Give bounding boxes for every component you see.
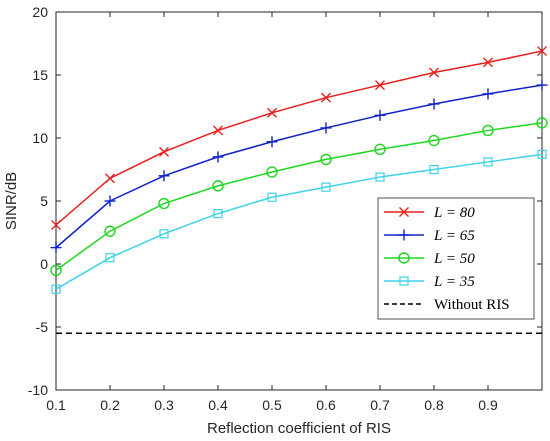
- y-tick-label: -5: [36, 319, 49, 335]
- series-layer: [50, 46, 548, 294]
- x-tick-label: 0.8: [424, 397, 444, 413]
- legend-swatch-marker: [399, 207, 409, 217]
- y-tick-label: 0: [40, 256, 48, 272]
- data-point-65: [374, 109, 386, 121]
- data-point-80: [375, 80, 385, 91]
- data-point-80-b: [537, 46, 547, 57]
- y-axis-label: SINR/dB: [3, 172, 20, 230]
- legend-swatch-marker: [398, 229, 410, 241]
- data-point-80-b: [483, 57, 493, 68]
- legend-label: L = 35: [433, 274, 475, 290]
- data-point-80-b: [321, 92, 331, 103]
- y-tick-label: 10: [32, 130, 48, 146]
- data-point-80: [537, 46, 547, 57]
- data-point-80: [105, 173, 115, 184]
- data-point-65: [320, 122, 332, 134]
- data-point-35: [105, 253, 115, 263]
- legend-swatch-marker: [398, 252, 410, 264]
- y-tick-label: 20: [32, 4, 48, 20]
- data-point-50: [320, 153, 332, 166]
- data-point-50: [104, 225, 116, 237]
- x-tick-label: 0.1: [46, 397, 66, 413]
- legend-swatch-marker-b: [399, 207, 409, 217]
- data-point-50: [428, 134, 440, 147]
- data-point-80-b: [213, 125, 223, 136]
- data-point-50: [50, 264, 62, 276]
- data-point-80-b: [375, 80, 385, 91]
- data-point-65: [104, 195, 116, 207]
- x-tick-label: 0.9: [478, 397, 498, 413]
- data-point-80-b: [51, 219, 61, 230]
- data-point-65: [536, 79, 548, 91]
- legend-label: L = 50: [433, 251, 475, 267]
- series-line-65: [55, 84, 543, 249]
- data-point-80: [483, 57, 493, 68]
- data-point-80-b: [105, 173, 115, 184]
- legend-label-baseline: Without RIS: [434, 297, 510, 313]
- data-point-50: [266, 166, 278, 178]
- data-point-35: [51, 284, 61, 294]
- y-tick-label: 5: [40, 193, 48, 209]
- series-line-50: [55, 122, 543, 271]
- legend-label: L = 80: [433, 205, 475, 221]
- x-tick-label: 0.4: [208, 397, 228, 413]
- x-tick-label: 0.2: [100, 397, 120, 413]
- legend-label: L = 65: [433, 228, 475, 244]
- x-tick-label: 0.6: [316, 397, 336, 413]
- x-tick-label: 0.3: [154, 397, 174, 413]
- data-point-35: [267, 192, 277, 202]
- data-point-65: [266, 136, 278, 148]
- data-point-50: [482, 124, 494, 137]
- data-point-65: [158, 170, 170, 182]
- data-point-80: [51, 219, 61, 230]
- data-point-35: [321, 182, 331, 192]
- y-tick-label: 15: [32, 67, 48, 83]
- data-point-50: [212, 180, 224, 192]
- data-point-80: [429, 67, 439, 78]
- y-tick-label: -10: [28, 382, 48, 398]
- data-point-80: [213, 125, 223, 136]
- data-point-65: [50, 242, 62, 254]
- legend: L = 80 L = 65 L = 50 L = 35 Without RIS: [377, 197, 535, 320]
- data-point-50: [536, 117, 548, 129]
- series-line-80: [55, 50, 543, 226]
- data-point-35: [429, 164, 439, 175]
- data-point-65: [428, 98, 440, 110]
- data-point-80: [267, 107, 277, 118]
- data-point-50: [374, 143, 386, 156]
- axis-ticks: 0.1 0.2 0.3 0.4 0.5 0.6 0.7 0.8 0.9 -10 -5 0 5 10 15 20: [28, 4, 542, 413]
- data-point-35: [483, 157, 493, 167]
- data-point-35: [537, 149, 547, 159]
- data-point-80: [159, 146, 169, 157]
- data-point-65: [482, 88, 494, 100]
- data-point-80-b: [159, 146, 169, 157]
- data-point-35: [213, 209, 223, 219]
- x-tick-label: 0.7: [370, 397, 390, 413]
- data-point-50: [158, 197, 170, 210]
- x-axis-label: Reflection coefficient of RIS: [207, 420, 391, 437]
- data-point-80: [321, 92, 331, 103]
- series-line-35: [55, 153, 543, 290]
- data-point-80-b: [267, 107, 277, 118]
- x-tick-label: 0.5: [262, 397, 282, 413]
- data-point-65: [212, 151, 224, 163]
- data-point-35: [375, 172, 385, 182]
- data-point-80-b: [429, 67, 439, 78]
- legend-swatch-marker: [399, 276, 409, 286]
- data-point-35: [159, 229, 169, 239]
